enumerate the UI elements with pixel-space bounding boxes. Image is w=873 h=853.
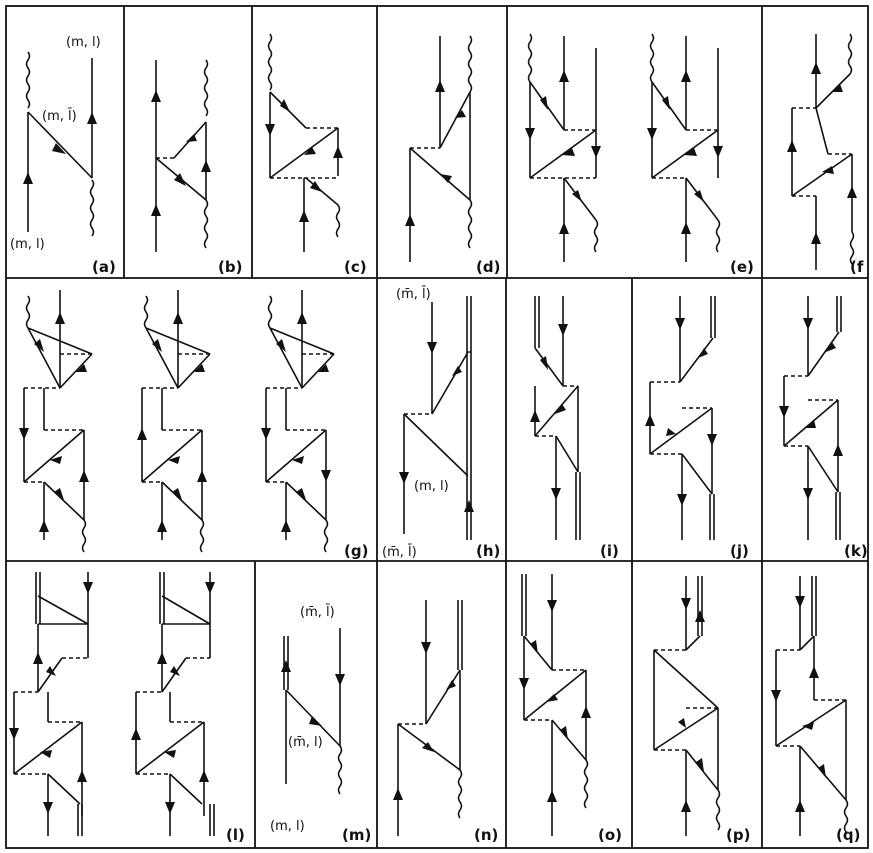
diagram-i <box>530 296 581 540</box>
diagram-n <box>393 600 463 836</box>
panel-label-a: (a) <box>92 258 116 276</box>
state-label-m-top: (m̄, l̄) <box>300 605 335 620</box>
diagram-b <box>151 59 211 252</box>
panel-label-q: (q) <box>836 826 860 844</box>
diagram-c <box>265 33 343 252</box>
state-label-a-mid: (m, l̄) <box>42 109 77 124</box>
panel-label-k: (k) <box>844 542 868 560</box>
state-label-h-top: (m̄, l̄) <box>396 287 431 302</box>
panel-label-d: (d) <box>476 258 500 276</box>
diagram-p <box>653 576 721 836</box>
panel-label-p: (p) <box>726 826 750 844</box>
diagram-m <box>281 628 345 795</box>
diagram-f <box>787 33 857 270</box>
diagram-l <box>9 572 215 836</box>
panel-label-g: (g) <box>344 542 368 560</box>
panel-label-n: (n) <box>474 826 498 844</box>
panel-frames <box>5 5 869 849</box>
panel-label-m: (m) <box>342 826 371 844</box>
panel-label-h: (h) <box>476 542 500 560</box>
state-label-a-top: (m, l) <box>66 35 101 50</box>
diagram-h <box>399 296 474 540</box>
diagram-q <box>771 576 849 836</box>
panel-label-j: (j) <box>730 542 749 560</box>
panel-label-c: (c) <box>344 258 367 276</box>
panel-label-e: (e) <box>730 258 754 276</box>
state-labels: (m, l) (m, l̄) (m, l) (m̄, l̄) (m, l) (m… <box>10 35 449 834</box>
diagram-e <box>525 33 723 262</box>
state-label-m-bottom: (m, l) <box>270 819 305 834</box>
state-label-m-mid: (m̄, l) <box>288 735 323 750</box>
panel-label-i: (i) <box>600 542 619 560</box>
state-label-a-bottom: (m, l) <box>10 237 45 252</box>
diagram-g <box>19 290 335 553</box>
diagram-k <box>779 296 843 540</box>
diagram-d <box>405 35 473 262</box>
diagram-o <box>519 574 591 836</box>
panel-label-l: (l) <box>226 826 245 844</box>
panel-label-f: (f <box>850 258 864 276</box>
panel-label-o: (o) <box>598 826 622 844</box>
diagram-j <box>645 296 717 540</box>
panel-labels: (a) (b) (c) (d) (e) (f (g) (h) (i) (j) (… <box>92 258 868 844</box>
panel-label-b: (b) <box>218 258 242 276</box>
diagram-a <box>23 51 97 237</box>
state-label-h-mid: (m, l) <box>414 479 449 494</box>
state-label-h-bottom: (m̄, l̄) <box>382 545 417 560</box>
